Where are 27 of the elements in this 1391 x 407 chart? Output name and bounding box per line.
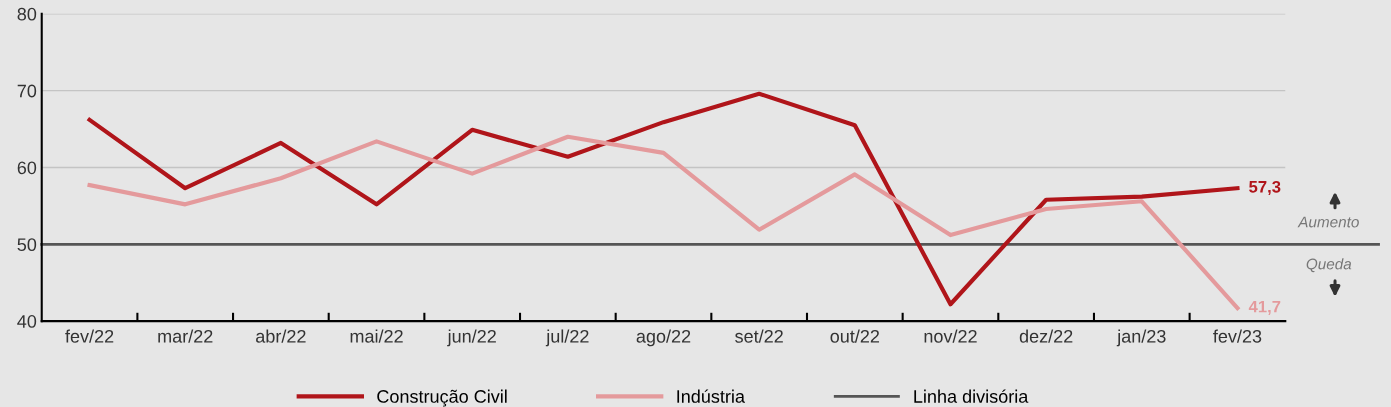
x-tick-label: mar/22: [158, 329, 213, 343]
x-tick-label: fev/23: [1213, 329, 1262, 343]
x-tick-label: dez/22: [1019, 329, 1073, 343]
data-label: 57,3: [1249, 180, 1281, 196]
y-tick-label: 70: [17, 84, 37, 98]
x-tick-label: jul/22: [545, 329, 589, 347]
y-tick-label: 50: [17, 238, 37, 252]
x-tick-label: nov/22: [924, 329, 977, 343]
y-tick-label: 60: [17, 161, 37, 175]
x-tick-label: fev/22: [65, 329, 114, 343]
legend-label: Construção Civil: [377, 389, 507, 407]
y-tick-label: 40: [17, 315, 37, 328]
line-series: [87, 134, 1240, 311]
line-series: [87, 91, 1240, 307]
y-tick-label: 80: [17, 7, 37, 21]
x-tick-label: abr/22: [256, 329, 306, 343]
x-tick-label: jun/22: [447, 329, 496, 347]
x-tick-label: out/22: [830, 329, 880, 343]
data-label: 41,7: [1248, 300, 1281, 315]
x-tick-label: jan/23: [1116, 329, 1166, 347]
x-tick-label: ago/22: [636, 329, 691, 347]
text: Queda: [1306, 258, 1352, 273]
text: Aumento: [1297, 216, 1359, 228]
legend-label: Linha divisória: [914, 389, 1029, 403]
legend-label: Indústria: [677, 389, 745, 403]
x-tick-label: set/22: [735, 329, 783, 343]
x-tick-label: mai/22: [350, 329, 403, 343]
